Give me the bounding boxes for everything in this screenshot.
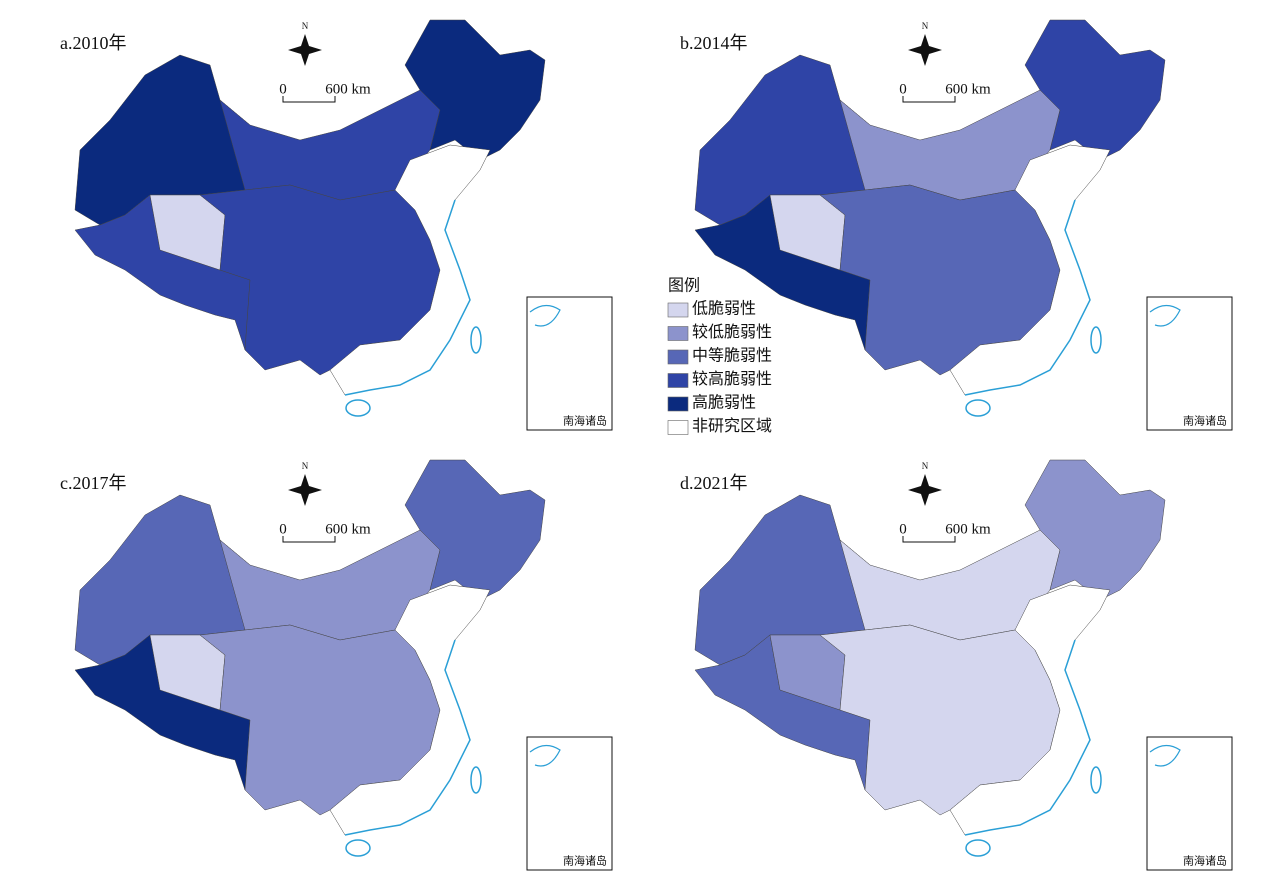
legend-label: 较高脆弱性 <box>692 370 772 388</box>
scale-label: 600 km <box>325 81 371 97</box>
legend-label: 低脆弱性 <box>692 300 756 318</box>
north-label: N <box>302 21 309 31</box>
north-label: N <box>302 461 309 471</box>
inset-coast <box>529 744 561 767</box>
taiwan <box>1090 766 1102 794</box>
region <box>404 19 546 161</box>
panel-title: c.2017年 <box>60 473 127 493</box>
scale-zero: 0 <box>279 521 287 537</box>
inset-frame <box>1146 736 1233 871</box>
legend-title: 图例 <box>668 277 700 295</box>
scale-label: 600 km <box>325 521 371 537</box>
legend-swatch <box>667 420 689 435</box>
panel-title: a.2010年 <box>60 33 127 53</box>
scale-bar <box>902 536 956 543</box>
scale-zero: 0 <box>279 81 287 97</box>
region <box>404 459 546 601</box>
map-panel: a.2010年 N 0 600 km 南海诸岛 <box>60 19 613 431</box>
inset-coast <box>529 304 561 327</box>
scale-zero: 0 <box>899 521 907 537</box>
inset-label: 南海诸岛 <box>563 854 607 868</box>
map-panel: b.2014年 N 0 600 km 南海诸岛 <box>680 19 1233 431</box>
legend-swatch <box>667 349 689 365</box>
legend-swatch <box>667 396 689 412</box>
north-arrow <box>288 34 322 66</box>
inset-frame <box>526 736 613 871</box>
region <box>1024 459 1166 601</box>
legend-label: 较低脆弱性 <box>692 323 772 341</box>
legend-swatch <box>667 373 689 388</box>
inset-label: 南海诸岛 <box>563 414 607 428</box>
taiwan <box>470 326 482 354</box>
north-label: N <box>922 461 929 471</box>
legend-swatch <box>667 326 689 341</box>
panel-title: d.2021年 <box>680 473 748 493</box>
inset-coast <box>1149 304 1181 327</box>
coastline <box>344 199 471 396</box>
scale-label: 600 km <box>945 81 991 97</box>
north-arrow <box>908 34 942 66</box>
scale-bar <box>282 536 336 543</box>
scale-label: 600 km <box>945 521 991 537</box>
hainan <box>345 839 371 857</box>
hainan <box>345 399 371 417</box>
coastline <box>964 199 1091 396</box>
scale-bar <box>282 96 336 103</box>
map-panel: c.2017年 N 0 600 km 南海诸岛 <box>60 459 613 871</box>
inset-label: 南海诸岛 <box>1183 414 1227 428</box>
panel-title: b.2014年 <box>680 33 748 53</box>
region <box>1024 19 1166 161</box>
north-label: N <box>922 21 929 31</box>
legend-swatch <box>667 302 689 318</box>
inset-label: 南海诸岛 <box>1183 854 1227 868</box>
coastline <box>964 639 1091 836</box>
legend-label: 中等脆弱性 <box>692 347 772 365</box>
taiwan <box>1090 326 1102 354</box>
coastline <box>344 639 471 836</box>
inset-frame <box>526 296 613 431</box>
scale-zero: 0 <box>899 81 907 97</box>
inset-frame <box>1146 296 1233 431</box>
hainan <box>965 399 991 417</box>
north-arrow <box>288 474 322 506</box>
scale-bar <box>902 96 956 103</box>
north-arrow <box>908 474 942 506</box>
legend-label: 高脆弱性 <box>692 394 756 412</box>
map-panel: d.2021年 N 0 600 km 南海诸岛 <box>680 459 1233 871</box>
hainan <box>965 839 991 857</box>
inset-coast <box>1149 744 1181 767</box>
legend-label: 非研究区域 <box>692 417 772 435</box>
taiwan <box>470 766 482 794</box>
